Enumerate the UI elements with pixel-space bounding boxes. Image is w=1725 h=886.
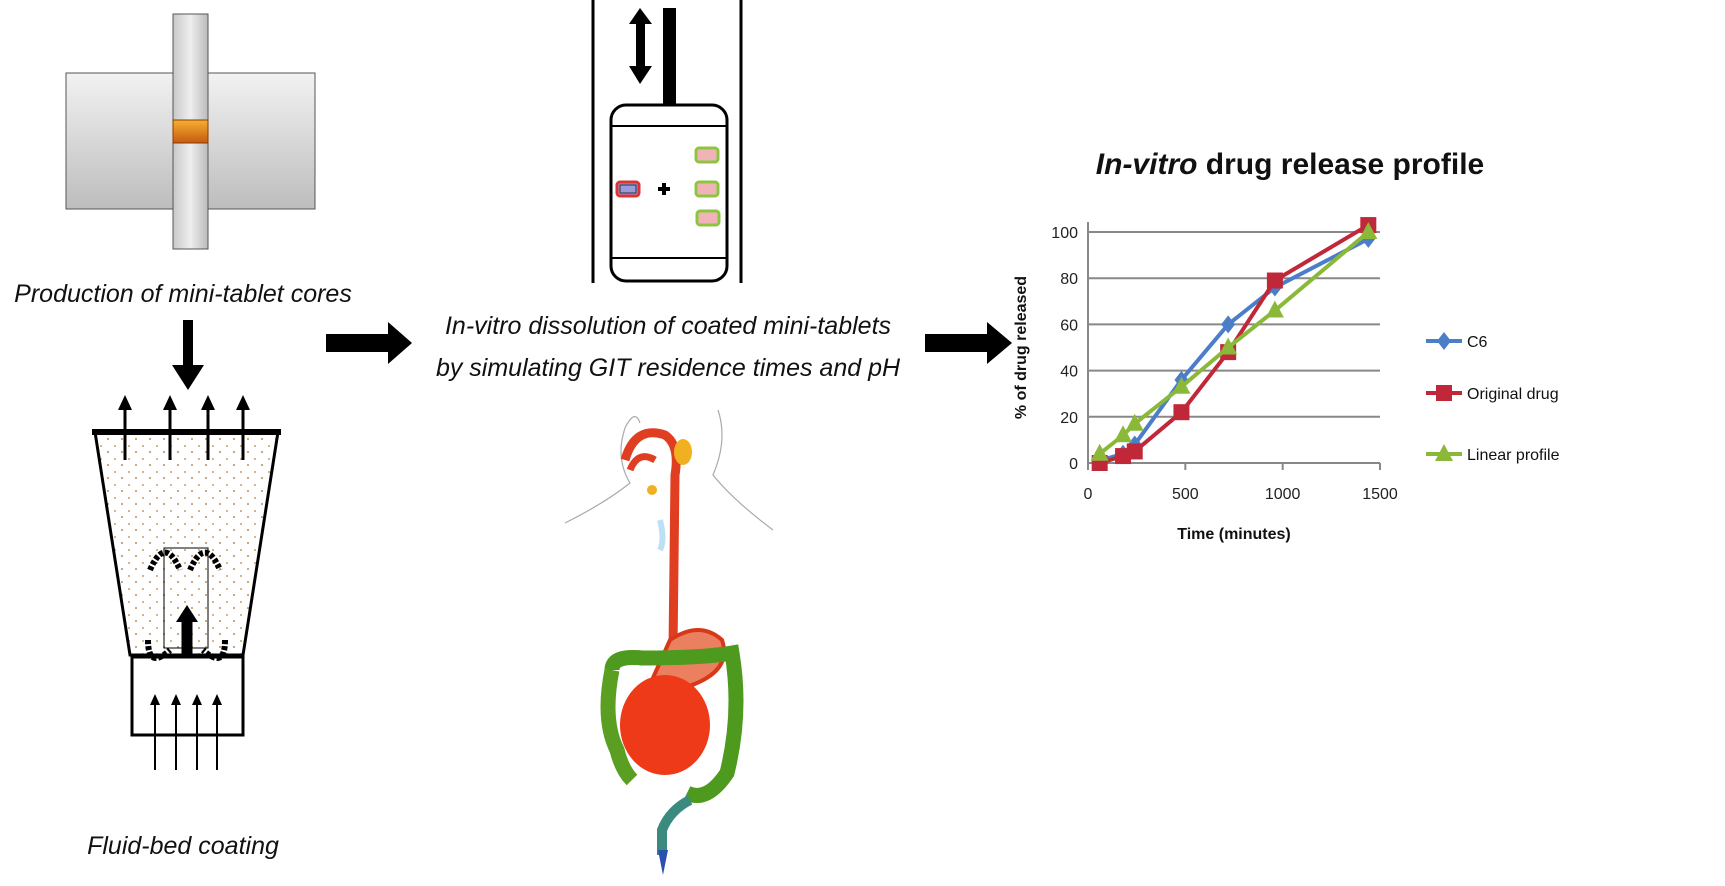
chart-title-rest: drug release profile	[1197, 148, 1485, 181]
chart-title: In-vitro drug release profile	[1096, 148, 1484, 182]
legend-label: C6	[1467, 334, 1488, 351]
down-arrow-icon	[172, 320, 204, 390]
right-arrow-icon	[326, 322, 412, 364]
production-caption: Production of mini-tablet cores	[14, 280, 352, 308]
data-point	[1266, 272, 1283, 289]
y-tick-label: 0	[1069, 456, 1078, 473]
data-point	[1126, 443, 1143, 460]
series-line-2	[1098, 230, 1370, 456]
data-point	[1114, 425, 1133, 443]
x-tick-label: 0	[1084, 486, 1093, 503]
y-tick-label: 80	[1060, 271, 1078, 288]
dissolution-apparatus-illustration	[591, 0, 743, 283]
data-point	[1172, 376, 1191, 394]
data-point	[1125, 413, 1144, 431]
gastrointestinal-tract-illustration	[564, 409, 774, 875]
x-tick-label: 1000	[1265, 486, 1301, 503]
legend-marker	[1435, 444, 1453, 461]
chart-title-italic: In-vitro	[1095, 148, 1198, 181]
y-tick-label: 40	[1060, 364, 1078, 381]
legend-label: Linear profile	[1467, 447, 1560, 464]
dissolution-caption-line1: In-vitro dissolution of coated mini-tabl…	[444, 312, 892, 340]
data-point	[1219, 337, 1238, 355]
dissolution-caption-line2: by simulating GIT residence times and pH	[435, 354, 901, 382]
fluid-bed-coater-illustration	[92, 395, 281, 770]
y-tick-label: 20	[1060, 410, 1078, 427]
x-tick-label: 1500	[1362, 486, 1398, 503]
legend-marker	[1436, 385, 1452, 401]
data-point	[1221, 315, 1236, 334]
y-tick-label: 100	[1051, 225, 1078, 242]
x-axis-label: Time (minutes)	[1177, 526, 1291, 543]
data-point	[1173, 404, 1190, 421]
x-tick-label: 500	[1172, 486, 1199, 503]
legend-marker	[1437, 332, 1451, 350]
legend-label: Original drug	[1467, 386, 1559, 403]
y-axis-label: % of drug released	[1013, 276, 1030, 419]
data-point	[1090, 443, 1109, 461]
right-arrow-icon	[925, 322, 1012, 364]
data-point	[1265, 300, 1284, 318]
data-point	[1359, 222, 1378, 239]
tablet-press-illustration	[65, 13, 316, 250]
fluid-bed-caption: Fluid-bed coating	[87, 832, 279, 860]
y-tick-label: 60	[1060, 317, 1078, 334]
